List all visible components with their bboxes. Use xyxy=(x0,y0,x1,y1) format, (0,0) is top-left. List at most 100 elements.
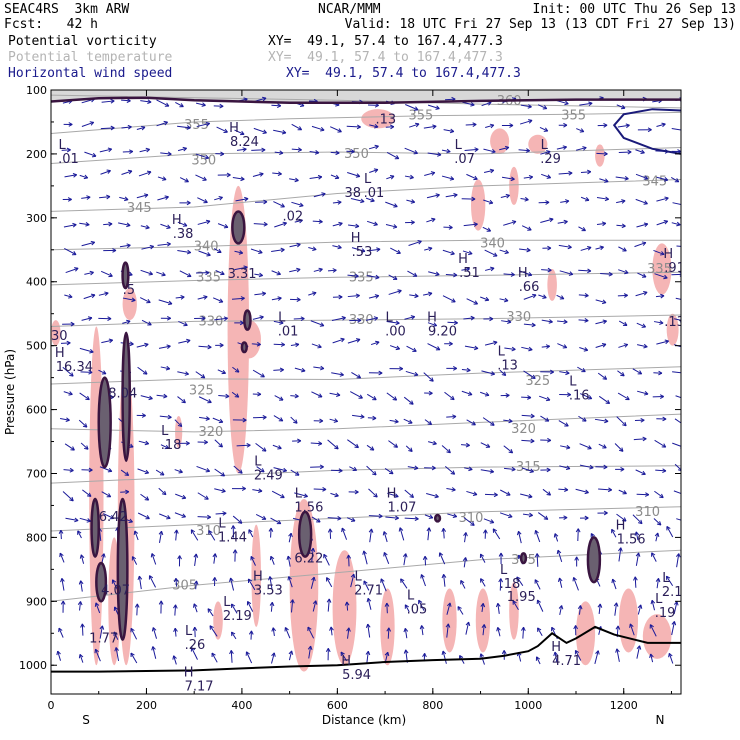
pv-extremum-label: H1.07 xyxy=(387,486,417,515)
y-tick-label: 700 xyxy=(26,467,47,480)
wind-vector xyxy=(539,126,549,132)
wind-vector xyxy=(666,526,674,538)
wind-vector xyxy=(516,530,522,544)
wind-vector xyxy=(252,391,262,397)
wind-vector xyxy=(332,337,345,344)
wind-vector xyxy=(611,528,617,538)
pv-extremum-label: L2.71 xyxy=(354,570,383,599)
wind-vector xyxy=(578,293,589,298)
wind-vector xyxy=(323,553,330,566)
wind-vector xyxy=(157,241,171,247)
wind-vector xyxy=(160,151,172,157)
wind-vector xyxy=(137,366,148,375)
wind-vector xyxy=(556,294,565,300)
svg-text:30: 30 xyxy=(51,329,68,344)
wind-vector xyxy=(198,250,211,257)
wind-vector xyxy=(636,222,649,228)
wind-vector xyxy=(273,415,284,422)
header-line1-center: NCAR/MMM xyxy=(318,2,381,17)
wind-vector xyxy=(207,608,214,617)
wind-vector xyxy=(63,391,73,396)
wind-vector xyxy=(172,604,178,616)
tropopause-contour xyxy=(51,96,681,105)
wind-vector xyxy=(289,177,299,183)
wind-vector xyxy=(121,124,132,130)
wind-vector xyxy=(541,319,553,324)
x-axis-title: Distance (km) xyxy=(322,713,406,727)
wind-vector xyxy=(59,552,65,563)
wind-vector xyxy=(616,416,627,427)
pv-extremum-label: H7.17 xyxy=(184,665,214,694)
svg-text:1.56: 1.56 xyxy=(617,532,646,547)
wind-vector xyxy=(214,195,223,201)
svg-text:L: L xyxy=(569,375,577,390)
wind-vector xyxy=(383,552,390,565)
wind-vector xyxy=(366,465,377,476)
wind-vector xyxy=(156,120,168,127)
wind-vector xyxy=(290,469,300,476)
wind-vector xyxy=(537,104,548,110)
wind-vector xyxy=(269,555,275,565)
wind-vector xyxy=(81,316,93,321)
wind-vector xyxy=(480,442,491,448)
wind-vector xyxy=(594,418,609,424)
wind-vector xyxy=(332,200,342,205)
wind-vector xyxy=(370,340,380,346)
wind-vector xyxy=(522,467,534,473)
wind-vector xyxy=(446,366,458,371)
wind-vector xyxy=(465,621,471,635)
wind-vector xyxy=(291,123,303,131)
wind-vector xyxy=(344,601,350,611)
header-line1-left: SEAC4RS 3km ARW xyxy=(4,2,130,17)
wind-vector xyxy=(541,173,552,179)
wind-vector xyxy=(330,126,342,133)
wind-vector xyxy=(634,241,647,248)
wind-vector xyxy=(656,219,669,226)
wind-vector xyxy=(194,316,206,321)
wind-vector xyxy=(62,321,75,327)
wind-vector xyxy=(156,99,170,107)
wind-vector xyxy=(672,202,681,205)
svg-text:L: L xyxy=(161,424,169,439)
x-tick-label: 400 xyxy=(231,699,252,712)
wind-vector xyxy=(136,193,149,199)
pv-fill-region xyxy=(213,601,223,640)
wind-vector xyxy=(175,101,184,108)
wind-vector xyxy=(385,515,399,521)
wind-vector xyxy=(119,243,131,249)
wind-vector xyxy=(290,297,301,302)
svg-text:L: L xyxy=(59,138,67,153)
wind-vector xyxy=(122,149,134,155)
wind-vector xyxy=(538,200,550,205)
wind-vector xyxy=(673,601,679,615)
wind-vector xyxy=(444,391,455,401)
wind-vector xyxy=(500,393,510,398)
wind-vector xyxy=(79,554,85,564)
wind-vector xyxy=(461,196,476,202)
svg-text:L: L xyxy=(223,595,231,610)
wind-vector xyxy=(535,656,541,665)
wind-vector xyxy=(520,493,533,499)
svg-text:3.31: 3.31 xyxy=(228,267,257,282)
wind-vector xyxy=(616,199,626,204)
wind-vector xyxy=(160,444,170,450)
wind-vector xyxy=(503,272,515,277)
wind-vector xyxy=(386,175,395,180)
wind-vector xyxy=(78,580,84,592)
wind-vector xyxy=(480,296,490,302)
wind-vector xyxy=(103,221,113,227)
wind-vector xyxy=(310,576,316,589)
pv-extremum-label: H1.56 xyxy=(616,518,646,547)
svg-text:.13: .13 xyxy=(376,112,397,127)
wind-vector xyxy=(597,510,608,516)
wind-vector xyxy=(284,627,291,639)
wind-vector xyxy=(118,222,131,228)
wind-vector xyxy=(540,369,554,375)
wind-vector xyxy=(483,148,496,154)
wind-vector xyxy=(156,271,166,277)
wind-vector xyxy=(208,530,216,541)
wind-vector xyxy=(246,601,254,612)
svg-text:8.24: 8.24 xyxy=(230,135,259,150)
wind-vector xyxy=(268,527,274,538)
wind-vector xyxy=(141,319,152,326)
